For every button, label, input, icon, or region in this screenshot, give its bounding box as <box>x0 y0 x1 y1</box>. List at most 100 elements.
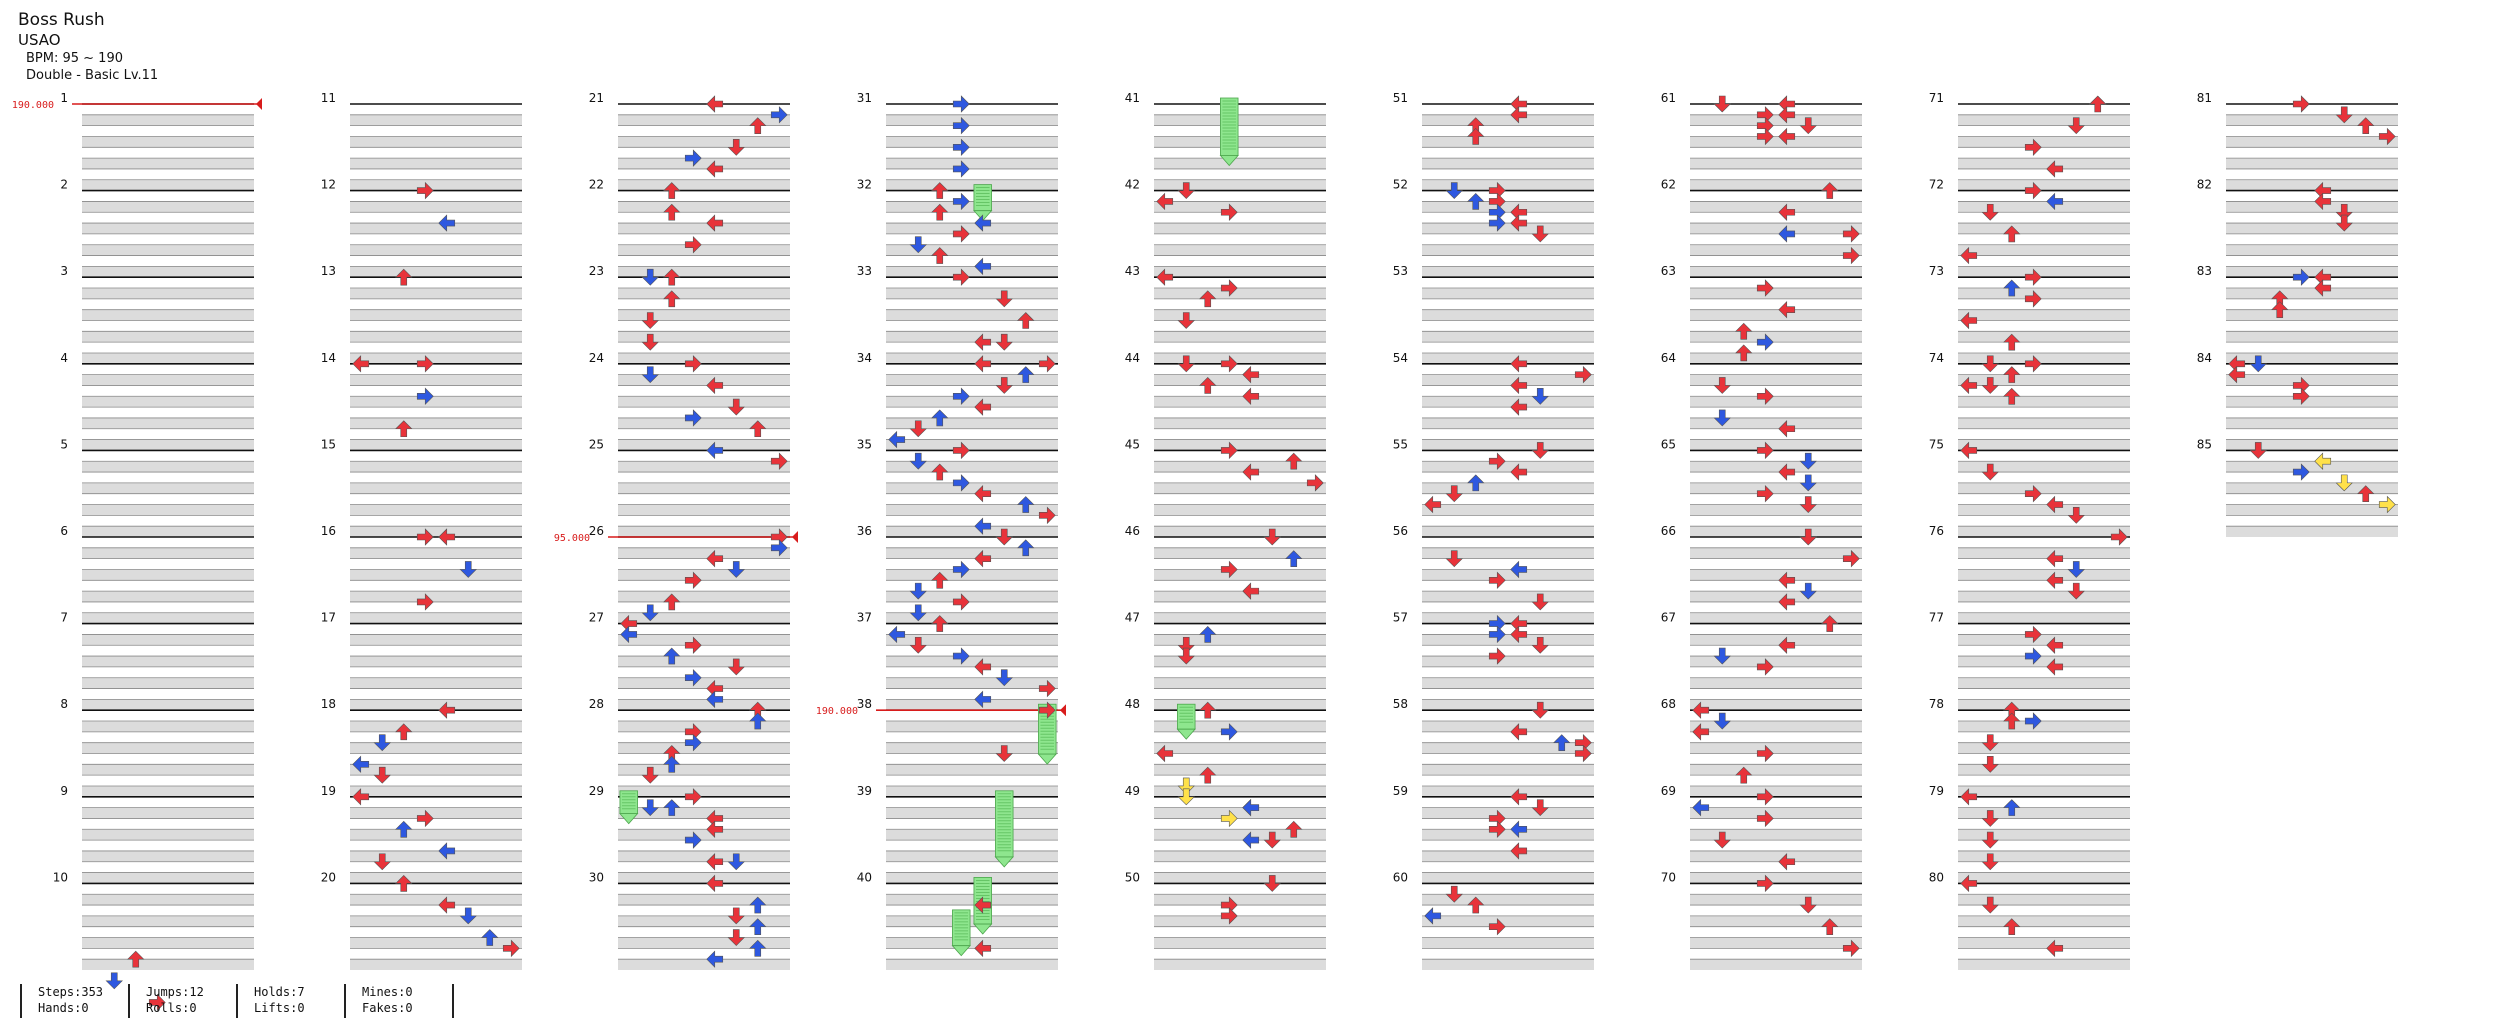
red-left-arrow-icon <box>974 549 992 568</box>
red-left-arrow-icon <box>1156 268 1174 286</box>
blue-down-arrow-icon <box>1799 452 1817 470</box>
beat-stripe <box>618 872 790 884</box>
red-right-arrow-icon <box>1488 917 1506 936</box>
hold-note-icon <box>1176 728 1196 740</box>
beat-stripe <box>1422 547 1594 559</box>
measure-number: 50 <box>1125 870 1140 884</box>
stat-hands: Hands:0 <box>38 1001 89 1015</box>
red-left-arrow-icon <box>1510 214 1528 232</box>
beat-stripe <box>350 547 522 559</box>
hold-note-icon <box>951 945 971 957</box>
measure-number: 39 <box>857 784 872 798</box>
yellow-down-arrow-icon <box>1177 788 1195 806</box>
red-up-arrow-icon <box>2003 712 2021 730</box>
blue-left-arrow-icon <box>888 625 906 644</box>
red-down-arrow-icon <box>2335 106 2353 124</box>
measure-number: 67 <box>1661 611 1676 625</box>
beat-stripe <box>1958 569 2130 581</box>
beat-stripe <box>886 785 1058 797</box>
beat-stripe <box>618 764 790 776</box>
beat-stripe <box>1154 223 1326 234</box>
beat-stripe <box>1154 850 1326 862</box>
beat-stripe <box>886 526 1058 537</box>
beat-stripe <box>1958 937 2130 949</box>
beat-stripe <box>1690 677 1862 689</box>
measure-number: 30 <box>589 870 604 884</box>
red-left-arrow-icon <box>1424 495 1442 514</box>
beat-stripe <box>1154 396 1326 408</box>
beat-stripe <box>82 959 254 970</box>
measure-number: 33 <box>857 264 872 278</box>
beat-stripe <box>1958 504 2130 516</box>
beat-stripe <box>1422 764 1594 776</box>
red-right-arrow-icon <box>1220 355 1238 373</box>
measure-number: 54 <box>1393 351 1408 365</box>
measure-number: 35 <box>857 437 872 451</box>
measure-number: 81 <box>2197 91 2212 105</box>
beat-stripe <box>618 547 790 559</box>
blue-right-arrow-icon <box>2292 268 2310 286</box>
beat-stripe <box>1690 612 1862 624</box>
stat-lifts: Lifts:0 <box>254 1001 305 1015</box>
stats-bar: Steps:353 Hands:0 Jumps:12 Rolls:0 Holds… <box>0 984 2516 1020</box>
measure-number: 2 <box>60 178 68 192</box>
red-down-arrow-icon <box>995 290 1013 308</box>
blue-up-arrow-icon <box>749 712 767 730</box>
beat-stripe <box>1690 634 1862 646</box>
beat-stripe <box>2226 352 2398 364</box>
measure-number: 55 <box>1393 437 1408 451</box>
beat-stripe <box>1958 136 2130 148</box>
blue-down-arrow-icon <box>909 604 927 622</box>
measure-number: 78 <box>1929 697 1944 711</box>
red-right-arrow-icon <box>1756 874 1774 893</box>
red-up-arrow-icon <box>663 268 681 286</box>
beat-stripe <box>350 829 522 841</box>
beat-stripe <box>1958 244 2130 256</box>
beat-stripe <box>1422 959 1594 970</box>
blue-right-arrow-icon <box>684 831 702 849</box>
beat-stripe <box>2226 223 2398 234</box>
red-left-arrow-icon <box>1510 376 1528 395</box>
beat-stripe <box>1154 114 1326 126</box>
beat-stripe <box>2226 136 2398 148</box>
red-down-arrow-icon <box>909 420 927 438</box>
red-right-arrow-icon <box>1756 279 1774 297</box>
red-up-arrow-icon <box>395 420 413 438</box>
blue-right-arrow-icon <box>952 560 970 579</box>
red-up-arrow-icon <box>931 571 949 589</box>
red-left-arrow-icon <box>1778 203 1796 221</box>
beat-stripe <box>1958 331 2130 343</box>
beat-stripe <box>350 417 522 429</box>
measure-number: 53 <box>1393 264 1408 278</box>
measure-number: 29 <box>589 784 604 798</box>
blue-down-arrow-icon <box>105 972 123 990</box>
blue-right-arrow-icon <box>2024 712 2042 730</box>
red-right-arrow-icon <box>416 181 434 200</box>
beat-stripe <box>1154 591 1326 602</box>
hold-note-icon <box>619 813 639 825</box>
beat-stripe <box>2226 114 2398 126</box>
red-up-arrow-icon <box>663 203 681 221</box>
red-up-arrow-icon <box>1199 377 1217 394</box>
red-right-arrow-icon <box>2292 95 2310 113</box>
blue-down-arrow-icon <box>727 853 745 871</box>
beat-stripe <box>82 439 254 451</box>
stat-mines: Mines:0 <box>362 985 413 999</box>
red-up-arrow-icon <box>1821 182 1839 199</box>
red-left-arrow-icon <box>2046 160 2064 178</box>
red-left-arrow-icon <box>974 939 992 958</box>
bpm-change-marker <box>792 531 798 543</box>
red-down-arrow-icon <box>1531 799 1549 817</box>
beat-stripe <box>1690 374 1862 386</box>
hold-note-icon <box>1219 155 1239 167</box>
measure-number: 59 <box>1393 784 1408 798</box>
beat-stripe <box>1154 677 1326 689</box>
red-left-arrow-icon <box>1960 311 1978 330</box>
beat-stripe <box>82 634 254 646</box>
red-up-arrow-icon <box>395 874 413 892</box>
measure-number: 40 <box>857 870 872 884</box>
beat-stripe <box>618 461 790 473</box>
beat-stripe <box>350 742 522 754</box>
beat-stripe <box>886 591 1058 602</box>
beat-stripe <box>350 699 522 711</box>
